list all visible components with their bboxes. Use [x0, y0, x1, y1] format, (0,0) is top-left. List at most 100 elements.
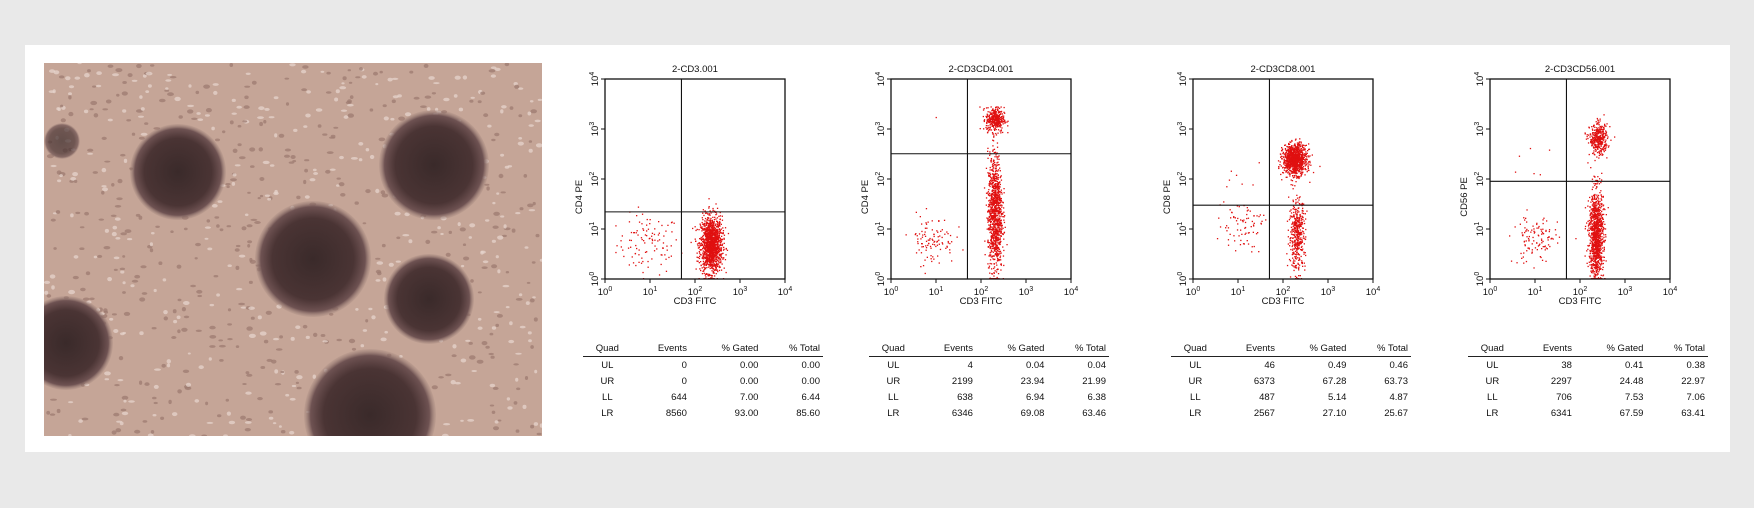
cell-dot — [95, 84, 102, 88]
cell-dot — [351, 347, 357, 351]
cell-dot — [74, 76, 81, 80]
scatter-point — [1295, 162, 1297, 164]
cell-dot — [73, 255, 79, 259]
scatter-point — [995, 198, 997, 200]
scatter-point — [1300, 149, 1302, 151]
scatter-point — [994, 199, 997, 201]
scatter-point — [995, 248, 997, 250]
scatter-point — [622, 249, 624, 251]
scatter-point — [1291, 171, 1293, 173]
scatter-point — [995, 228, 997, 230]
cell-dot — [302, 324, 308, 329]
x-tick-label: 101 — [1231, 286, 1246, 298]
cell-dot — [207, 247, 213, 251]
scatter-point — [999, 196, 1001, 198]
scatter-point — [991, 247, 993, 250]
cell-dot — [495, 323, 500, 327]
scatter-point — [721, 253, 723, 255]
cell-dot — [322, 340, 329, 343]
scatter-point — [987, 263, 989, 265]
cell-dot — [174, 96, 181, 102]
cell-dot — [230, 178, 237, 182]
scatter-point — [997, 222, 999, 224]
scatter-point — [989, 246, 991, 248]
scatter-point — [1294, 151, 1296, 153]
cell-dot — [257, 397, 263, 401]
scatter-point — [992, 168, 994, 170]
cell-dot — [60, 104, 64, 108]
cell-dot — [494, 420, 499, 424]
cell-dot — [268, 416, 274, 420]
scatter-point — [990, 158, 993, 160]
scatter-point — [993, 179, 995, 181]
scatter-point — [1308, 148, 1311, 150]
x-tick-label: 101 — [643, 286, 658, 298]
scatter-point — [720, 232, 722, 234]
scatter-point — [993, 236, 995, 239]
cell-dot — [313, 172, 319, 175]
cell-dot — [46, 294, 52, 298]
scatter-point — [1282, 151, 1285, 154]
cell-dot — [348, 338, 356, 344]
scatter-point — [988, 209, 990, 211]
scatter-point — [1000, 110, 1003, 113]
scatter-point — [1305, 151, 1307, 153]
scatter-point — [712, 224, 715, 227]
scatter-point — [992, 247, 994, 249]
scatter-point — [620, 246, 622, 248]
scatter-point — [716, 228, 718, 230]
scatter-point — [1284, 154, 1287, 157]
scatter-point — [999, 118, 1001, 120]
scatter-point — [1289, 149, 1291, 151]
scatter-point — [711, 252, 714, 254]
cell: UL — [601, 360, 614, 371]
scatter-point — [931, 229, 933, 231]
scatter-point — [714, 238, 717, 240]
scatter-point — [706, 262, 708, 264]
cell-dot — [65, 76, 71, 81]
scatter-point — [1291, 162, 1293, 165]
scatter-point — [665, 230, 667, 232]
scatter-point — [710, 254, 712, 256]
scatter-point — [644, 251, 647, 253]
scatter-point — [994, 219, 996, 221]
cell-dot — [470, 96, 475, 99]
scatter-point — [1293, 154, 1295, 156]
scatter-point — [1297, 164, 1299, 167]
scatter-point — [991, 203, 994, 206]
scatter-point — [995, 238, 997, 241]
scatter-point — [997, 230, 999, 232]
scatter-point — [993, 114, 995, 117]
scatter-point — [1302, 167, 1304, 169]
scatter-point — [995, 243, 997, 245]
cell-dot — [172, 309, 177, 314]
cell-dot — [458, 107, 464, 112]
scatter-point — [999, 194, 1001, 196]
scatter-point — [710, 212, 712, 214]
scatter-point — [917, 241, 919, 243]
scatter-point — [997, 122, 999, 124]
scatter-point — [715, 254, 718, 256]
cell-dot — [84, 73, 90, 78]
scatter-point — [712, 227, 714, 230]
scatter-point — [990, 161, 992, 163]
cell-dot — [134, 429, 141, 434]
cell-dot — [381, 193, 389, 198]
scatter-point — [991, 121, 993, 123]
cell-dot — [289, 63, 296, 67]
scatter-point — [989, 259, 992, 261]
cell-dot — [480, 250, 486, 254]
scatter-point — [709, 241, 711, 243]
scatter-point — [993, 266, 996, 268]
cell-dot — [211, 204, 218, 208]
scatter-point — [630, 239, 632, 242]
x-tick-label: 103 — [733, 286, 748, 298]
scatter-point — [993, 218, 995, 220]
scatter-point — [987, 191, 989, 193]
scatter-point — [999, 211, 1001, 214]
scatter-point — [704, 236, 707, 238]
scatter-point — [1000, 263, 1002, 265]
cell-dot — [219, 344, 226, 348]
scatter-point — [992, 116, 994, 118]
cell: 4 — [967, 360, 973, 371]
